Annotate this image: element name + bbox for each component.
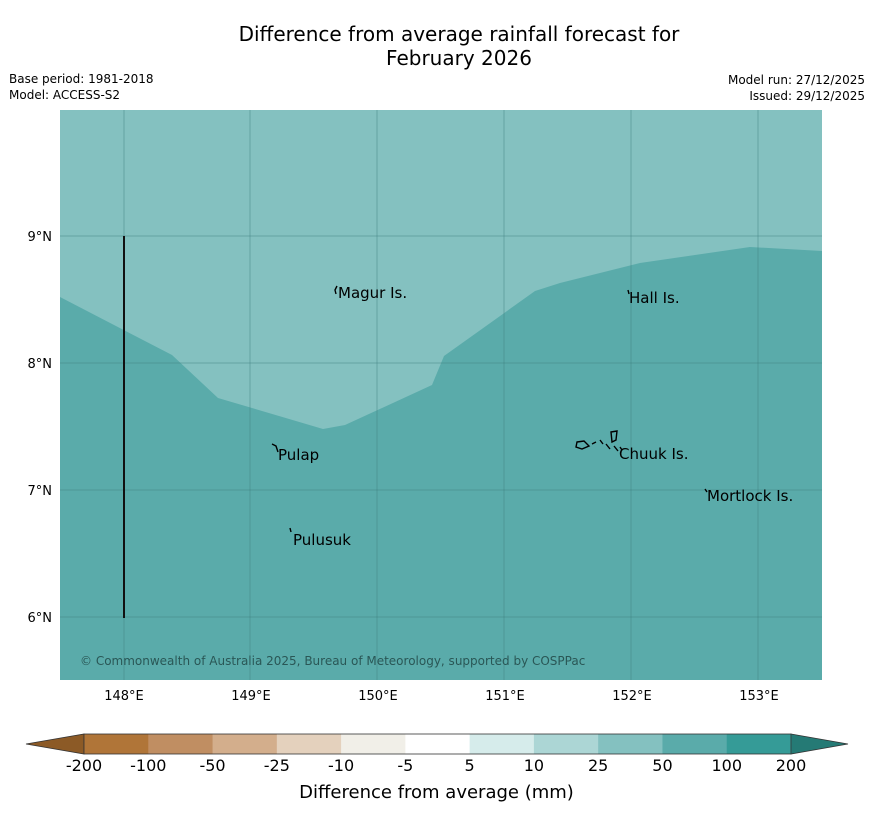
- lat-tick-label: 7°N: [28, 484, 53, 499]
- place-label: Chuuk Is.: [619, 445, 688, 463]
- colorbar-segment: [533, 734, 599, 754]
- place-label: Hall Is.: [629, 289, 680, 307]
- lon-tick-label: 148°E: [104, 689, 144, 704]
- lon-tick-label: 153°E: [739, 689, 779, 704]
- colorbar-segment: [84, 734, 149, 754]
- islands: [271, 285, 708, 533]
- colorbar-tick-label: 10: [524, 756, 544, 775]
- island-pulap: [271, 443, 279, 453]
- colorbar: -200 -100 -50 -25 -10 -5 5 10 25 50 100 200: [25, 733, 849, 775]
- meta-right: Model run: 27/12/2025 Issued: 29/12/2025: [728, 72, 865, 104]
- lon-tick-label: 151°E: [485, 689, 525, 704]
- island-pulusuk: [289, 527, 292, 533]
- colorbar-tick-label: -5: [397, 756, 413, 775]
- colorbar-tick-label: 50: [652, 756, 672, 775]
- colorbar-tick-label: 200: [776, 756, 807, 775]
- place-label: Magur Is.: [338, 284, 407, 302]
- place-label: Pulusuk: [293, 531, 351, 549]
- colorbar-segment: [212, 734, 278, 754]
- colorbar-axis-label: Difference from average (mm): [299, 782, 574, 803]
- colorbar-tick-label: -10: [328, 756, 354, 775]
- lon-tick-label: 152°E: [612, 689, 652, 704]
- lat-tick-label: 8°N: [28, 357, 53, 372]
- title-line-1: Difference from average rainfall forecas…: [238, 22, 680, 46]
- colorbar-low-extension: [25, 733, 85, 755]
- model-run: Model run: 27/12/2025: [727, 73, 865, 87]
- region-south: [60, 247, 822, 680]
- colorbar-tick-label: -50: [199, 756, 225, 775]
- colorbar-segment: [726, 734, 792, 754]
- model-name: Model: ACCESS-S2: [9, 88, 121, 102]
- colorbar-tick-label: -200: [66, 756, 102, 775]
- colorbar-segment: [598, 734, 663, 754]
- colorbar-segment: [662, 734, 728, 754]
- lon-tick-label: 149°E: [231, 689, 271, 704]
- colorbar-segment: [341, 734, 406, 754]
- colorbar-segment: [148, 734, 214, 754]
- colorbar-frame: [83, 733, 792, 755]
- colorbar-tick-label: 5: [465, 756, 475, 775]
- copyright-notice: © Commonwealth of Australia 2025, Bureau…: [80, 654, 585, 668]
- meta-left: Base period: 1981-2018 Model: ACCESS-S2: [9, 71, 154, 103]
- island-magur: [334, 285, 338, 295]
- colorbar-tick-label: 25: [588, 756, 608, 775]
- issued-date: Issued: 29/12/2025: [749, 89, 865, 103]
- colorbar-tick-label: -25: [264, 756, 290, 775]
- island-chuuk: [575, 430, 623, 452]
- place-label: Pulap: [278, 446, 319, 464]
- island-mortlock: [704, 488, 708, 493]
- colorbar-tick-label: -100: [130, 756, 166, 775]
- place-label: Mortlock Is.: [707, 487, 793, 505]
- colorbar-tick-label: 100: [711, 756, 742, 775]
- colorbar-segment: [405, 734, 471, 754]
- lat-tick-label: 9°N: [28, 230, 53, 245]
- base-period: Base period: 1981-2018: [9, 72, 154, 86]
- title-line-2: February 2026: [386, 46, 532, 70]
- lon-tick-label: 150°E: [358, 689, 398, 704]
- colorbar-segment: [276, 734, 342, 754]
- lat-tick-label: 6°N: [28, 611, 53, 626]
- colorbar-high-extension: [790, 733, 849, 755]
- island-hall: [627, 289, 630, 295]
- colorbar-segment: [469, 734, 535, 754]
- chart-title: Difference from average rainfall forecas…: [0, 22, 873, 70]
